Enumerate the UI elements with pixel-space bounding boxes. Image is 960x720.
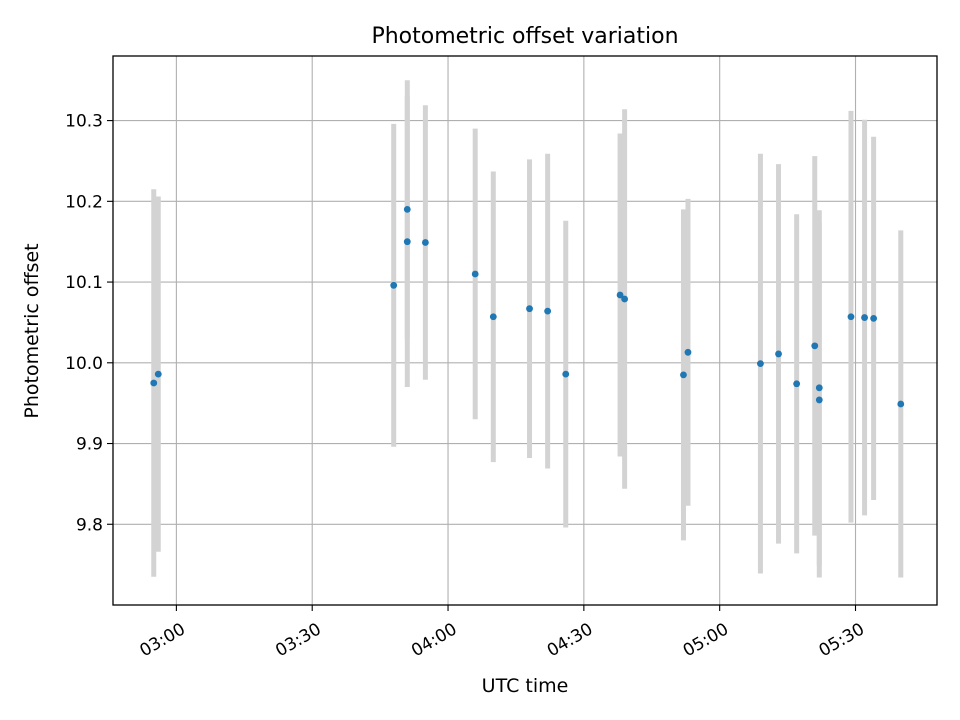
y-tick-label: 10.0 <box>65 354 103 374</box>
data-point <box>847 313 855 321</box>
y-axis-label: Photometric offset <box>21 243 43 418</box>
data-point <box>403 238 411 246</box>
data-point <box>526 305 533 313</box>
data-point <box>150 379 158 387</box>
data-point <box>489 313 497 321</box>
y-axis: 9.8 9.9 10.0 10.1 10.2 10.3 <box>65 112 113 535</box>
data-point <box>757 360 764 368</box>
plot-frame <box>112 55 938 606</box>
data-point <box>870 314 878 322</box>
data-point <box>471 270 479 278</box>
data-point <box>861 314 868 321</box>
data-point <box>421 239 429 246</box>
data-points <box>150 205 905 408</box>
grid <box>113 56 937 605</box>
data-point <box>616 291 624 299</box>
x-axis-label: UTC time <box>482 675 569 697</box>
data-point <box>897 400 905 408</box>
data-point <box>544 307 552 315</box>
data-point <box>684 348 692 356</box>
data-point <box>154 370 162 378</box>
data-point <box>680 371 687 379</box>
y-tick-label: 9.9 <box>76 435 103 455</box>
data-point <box>403 205 411 213</box>
data-point <box>811 342 819 350</box>
data-point <box>775 350 782 358</box>
y-tick-label: 10.3 <box>65 112 103 132</box>
y-tick-label: 10.1 <box>65 273 103 293</box>
y-tick-label: 10.2 <box>65 192 103 212</box>
data-point <box>815 384 823 392</box>
chart-title: Photometric offset variation <box>371 24 678 49</box>
data-point <box>621 295 629 303</box>
data-point <box>562 370 570 378</box>
data-point <box>815 396 823 404</box>
data-point <box>390 281 398 289</box>
data-point <box>793 380 801 388</box>
y-tick-label: 9.8 <box>76 515 103 535</box>
